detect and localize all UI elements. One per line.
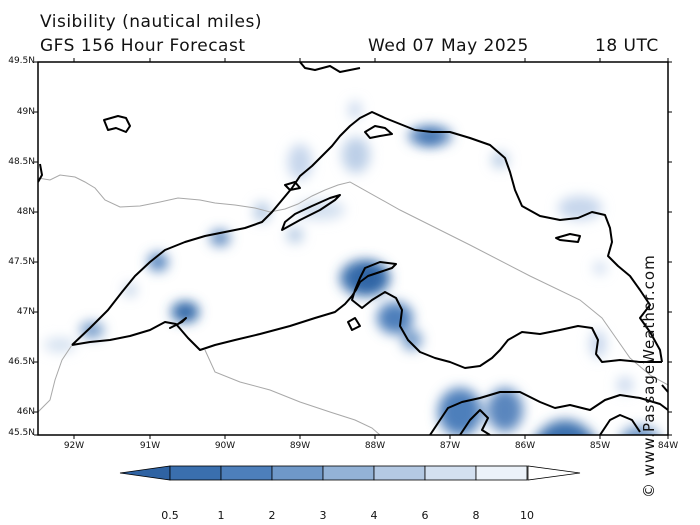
- colorbar-cell: [373, 465, 426, 481]
- colorbar-low-arrow: [119, 465, 171, 481]
- forecast-date: Wed 07 May 2025: [368, 36, 529, 56]
- lon-label-88w: 88W: [364, 441, 386, 451]
- lon-label-84w: 84W: [657, 441, 679, 451]
- lon-label-90w: 90W: [214, 441, 236, 451]
- map-plot-area: [38, 62, 668, 435]
- lake-superior-south-shore: [71, 261, 662, 369]
- lon-label-86w: 86W: [514, 441, 536, 451]
- lon-label-92w: 92W: [63, 441, 85, 451]
- colorbar-cell: [220, 465, 273, 481]
- lon-label-87w: 87W: [439, 441, 461, 451]
- lake-huron-shore: [599, 414, 641, 435]
- colorbar-label-10: 10: [520, 509, 534, 522]
- lake-michigan-bay: [459, 409, 491, 435]
- colorbar-high-arrow: [527, 465, 581, 481]
- lat-label-48-5n: 48.5N: [8, 157, 35, 167]
- keweenaw-tip: [347, 317, 361, 331]
- lon-label-89w: 89W: [289, 441, 311, 451]
- map-frame: [37, 61, 669, 436]
- colorbar-cell: [271, 465, 324, 481]
- axis-ticks: [34, 58, 672, 439]
- mainland-north-top: [299, 62, 361, 73]
- island-east: [555, 233, 581, 243]
- island-se: [661, 384, 668, 393]
- forecast-time: 18 UTC: [595, 36, 659, 56]
- colorbar-cell: [322, 465, 375, 481]
- colorbar-label-6: 6: [421, 509, 429, 522]
- michipicoten-bay: [364, 125, 393, 139]
- lat-label-49-5n: 49.5N: [8, 56, 35, 66]
- colorbar-label-4: 4: [370, 509, 378, 522]
- mainland-north: [38, 163, 43, 183]
- colorbar-label-0-5: 0.5: [161, 509, 179, 522]
- island-grand: [284, 181, 301, 191]
- apostle-islands: [169, 317, 187, 329]
- lake-superior-north-shore: [71, 111, 663, 363]
- colorbar-label-2: 2: [268, 509, 276, 522]
- lat-label-48n: 48N: [16, 207, 35, 217]
- lat-label-45-5n: 45.5N: [8, 428, 35, 438]
- coastlines: [38, 62, 668, 435]
- lat-label-49n: 49N: [16, 107, 35, 117]
- colorbar-label-1: 1: [217, 509, 225, 522]
- colorbar-label-3: 3: [319, 509, 327, 522]
- isle-royale: [281, 194, 341, 231]
- nipigon-lake: [103, 115, 131, 133]
- map-title: Visibility (nautical miles): [40, 12, 262, 32]
- lat-label-46n: 46N: [16, 407, 35, 417]
- lon-label-91w: 91W: [139, 441, 161, 451]
- colorbar: [119, 465, 581, 481]
- lat-label-46-5n: 46.5N: [8, 357, 35, 367]
- colorbar-cell: [424, 465, 477, 481]
- colorbar-cell: [475, 465, 528, 481]
- colorbar-cell: [169, 465, 222, 481]
- forecast-model: GFS 156 Hour Forecast: [40, 36, 246, 56]
- lon-label-85w: 85W: [589, 441, 611, 451]
- minnesota-wisconsin-border: [38, 344, 73, 413]
- lat-label-47-5n: 47.5N: [8, 257, 35, 267]
- lake-michigan-north-shore: [429, 391, 668, 435]
- colorbar-label-8: 8: [472, 509, 480, 522]
- lat-label-47n: 47N: [16, 307, 35, 317]
- visibility-field: [44, 101, 659, 435]
- political-boundaries: [38, 174, 668, 435]
- wisconsin-michigan-border: [204, 349, 381, 435]
- website-credit: © www.PassageWeather.com: [640, 254, 658, 498]
- us-canada-border: [38, 174, 668, 386]
